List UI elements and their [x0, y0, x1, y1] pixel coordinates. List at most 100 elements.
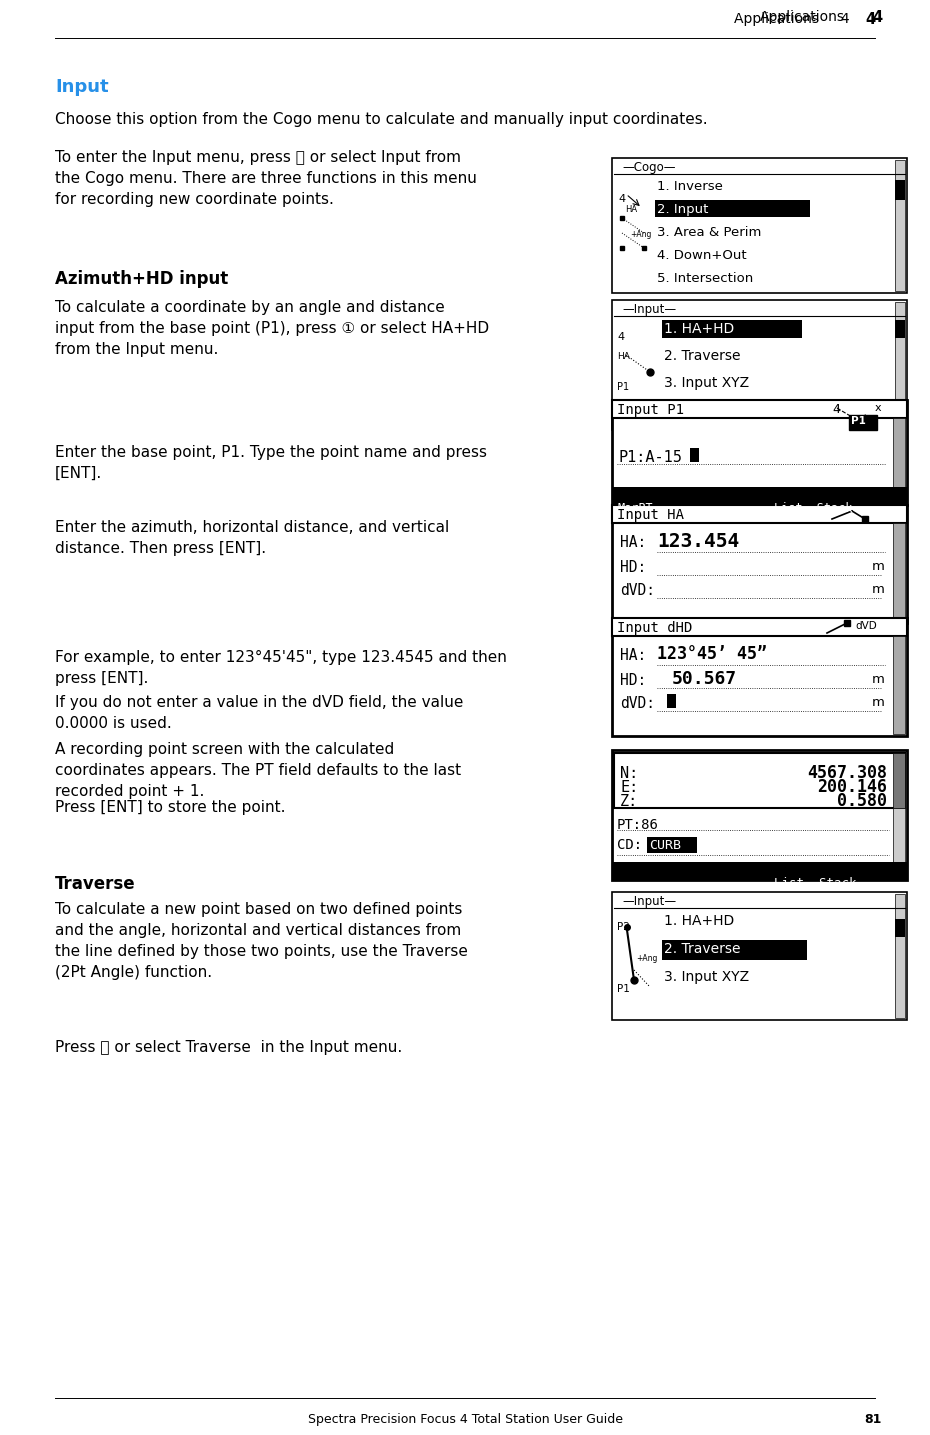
- Text: [ENT].: [ENT].: [55, 466, 102, 481]
- Text: (2Pt Angle) function.: (2Pt Angle) function.: [55, 964, 212, 980]
- Text: HD:: HD:: [620, 673, 646, 687]
- Bar: [655, 199, 810, 217]
- Text: HA:: HA:: [620, 535, 646, 550]
- Text: Input HA: Input HA: [617, 508, 684, 522]
- Text: Traverse: Traverse: [55, 875, 136, 893]
- Text: 81: 81: [865, 1413, 882, 1426]
- Text: List  Stack: List Stack: [774, 877, 857, 890]
- Text: Enter the base point, P1. Type the point name and press: Enter the base point, P1. Type the point…: [55, 445, 487, 461]
- Bar: [895, 320, 905, 339]
- Text: HA:: HA:: [620, 649, 646, 663]
- Text: 1. HA+HD: 1. HA+HD: [664, 914, 735, 928]
- Text: 3. Input XYZ: 3. Input XYZ: [664, 970, 750, 984]
- Text: To enter the Input menu, press ⓡ or select ​Input​ from: To enter the Input menu, press ⓡ or sele…: [55, 151, 461, 165]
- Bar: [893, 522, 905, 621]
- Text: 1. HA+HD: 1. HA+HD: [664, 321, 735, 336]
- Text: Spectra Precision Focus 4 Total Station User Guide: Spectra Precision Focus 4 Total Station …: [308, 1413, 622, 1426]
- Text: CD:: CD:: [617, 838, 642, 852]
- Text: To calculate a new point based on two defined points: To calculate a new point based on two de…: [55, 903, 462, 917]
- Text: For example, to enter 123°45'45", type 123.4545 and then: For example, to enter 123°45'45", type 1…: [55, 650, 507, 664]
- Text: E:: E:: [620, 781, 638, 795]
- Bar: [612, 400, 907, 418]
- Text: 4: 4: [618, 194, 625, 204]
- Text: 3. Input XYZ: 3. Input XYZ: [664, 376, 750, 390]
- Text: input from the base point (P1), press ① or select HA+HD: input from the base point (P1), press ① …: [55, 321, 489, 336]
- Text: Azimuth+HD input: Azimuth+HD input: [55, 270, 228, 288]
- Bar: [893, 808, 905, 878]
- Text: 123.454: 123.454: [657, 532, 739, 551]
- Text: If you do not enter a value in the dVD field, the value: If you do not enter a value in the dVD f…: [55, 695, 463, 710]
- Bar: [895, 894, 905, 1017]
- Bar: [612, 505, 907, 623]
- Bar: [647, 837, 697, 852]
- Text: Press ⓡ or select Traverse  in the Input menu.: Press ⓡ or select Traverse in the Input …: [55, 1040, 403, 1055]
- Text: Applications     4: Applications 4: [735, 11, 850, 26]
- Text: the Cogo menu. There are three functions in this menu: the Cogo menu. There are three functions…: [55, 171, 477, 187]
- Text: 4. Down+Out: 4. Down+Out: [657, 250, 747, 263]
- Text: 1. Inverse: 1. Inverse: [657, 179, 723, 192]
- Text: and the angle, horizontal and vertical distances from: and the angle, horizontal and vertical d…: [55, 923, 461, 938]
- Text: 123°45’ 45”: 123°45’ 45”: [657, 644, 767, 663]
- Text: MsrPT: MsrPT: [617, 502, 653, 515]
- Text: List  Stack: List Stack: [774, 502, 853, 515]
- Text: coordinates appears. The PT field defaults to the last: coordinates appears. The PT field defaul…: [55, 763, 461, 778]
- Bar: [893, 753, 905, 808]
- Bar: [849, 415, 877, 430]
- Text: the line defined by those two points, use the Traverse: the line defined by those two points, us…: [55, 944, 468, 959]
- Text: Press [ENT] to store the point.: Press [ENT] to store the point.: [55, 799, 286, 815]
- Text: 2. Traverse: 2. Traverse: [664, 941, 740, 956]
- Text: 4: 4: [865, 11, 875, 27]
- Text: HA: HA: [625, 205, 637, 214]
- Text: 3. Area & Perim: 3. Area & Perim: [657, 225, 762, 240]
- Text: 4567.308: 4567.308: [807, 763, 887, 782]
- Text: m: m: [872, 560, 885, 573]
- Text: Applications: Applications: [760, 10, 845, 24]
- Bar: [895, 918, 905, 937]
- Text: Input dHD: Input dHD: [617, 621, 692, 636]
- Text: P2: P2: [617, 923, 630, 931]
- Bar: [612, 618, 907, 736]
- Text: distance. Then press [ENT].: distance. Then press [ENT].: [55, 541, 266, 555]
- Text: recorded point + 1.: recorded point + 1.: [55, 784, 205, 799]
- Bar: [893, 636, 905, 733]
- Text: 0.0000 is used.: 0.0000 is used.: [55, 716, 172, 730]
- Text: —Cogo—: —Cogo—: [622, 161, 675, 174]
- Text: CURB: CURB: [649, 839, 681, 852]
- Text: x: x: [875, 403, 882, 413]
- Text: A recording point screen with the calculated: A recording point screen with the calcul…: [55, 742, 394, 758]
- Text: Choose this option from the Cogo menu to calculate and manually input coordinate: Choose this option from the Cogo menu to…: [55, 112, 708, 128]
- Text: To calculate a coordinate by an angle and distance: To calculate a coordinate by an angle an…: [55, 300, 445, 316]
- Bar: [612, 400, 907, 505]
- Text: m: m: [872, 696, 885, 709]
- Text: 200.146: 200.146: [817, 778, 887, 796]
- Bar: [895, 179, 905, 199]
- Text: P1: P1: [617, 984, 630, 994]
- Bar: [612, 486, 907, 505]
- Text: dVD:: dVD:: [620, 583, 655, 598]
- Text: P1: P1: [851, 416, 866, 426]
- Bar: [662, 940, 807, 960]
- Text: +Ang: +Ang: [636, 954, 658, 963]
- Bar: [612, 300, 907, 430]
- Bar: [690, 448, 699, 462]
- Bar: [612, 751, 907, 880]
- Text: 4: 4: [617, 331, 624, 342]
- Bar: [895, 159, 905, 291]
- Text: press [ENT].: press [ENT].: [55, 672, 149, 686]
- Bar: [612, 158, 907, 293]
- Text: 5. Intersection: 5. Intersection: [657, 273, 753, 286]
- Text: for recording new coordinate points.: for recording new coordinate points.: [55, 192, 334, 207]
- Text: HD:: HD:: [620, 560, 646, 575]
- Text: 4: 4: [832, 403, 840, 416]
- Text: P1:A-15: P1:A-15: [618, 451, 682, 465]
- Text: —Input—: —Input—: [622, 303, 676, 316]
- Text: N:: N:: [620, 766, 638, 781]
- Text: 2. Traverse: 2. Traverse: [664, 349, 740, 363]
- Text: HA: HA: [617, 352, 630, 362]
- Text: m: m: [872, 583, 885, 596]
- Text: dVD:: dVD:: [620, 696, 655, 710]
- Bar: [893, 418, 905, 504]
- Text: Enter the azimuth, horizontal distance, and vertical: Enter the azimuth, horizontal distance, …: [55, 519, 449, 535]
- Bar: [612, 505, 907, 522]
- Text: Input P1: Input P1: [617, 403, 684, 418]
